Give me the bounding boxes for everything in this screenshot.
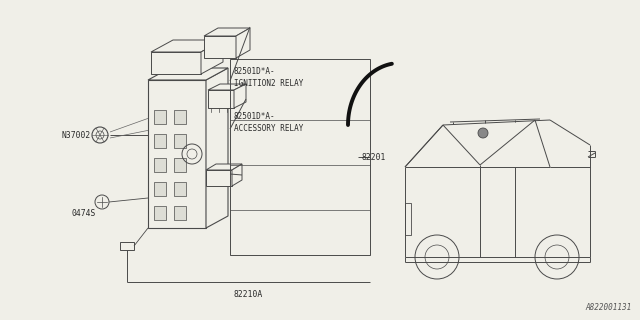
Polygon shape (151, 40, 223, 52)
Bar (204, 36, 236, 58)
Bar (154, 182, 166, 196)
Polygon shape (236, 28, 250, 58)
Text: 82501D*A-: 82501D*A- (234, 67, 276, 76)
Bar (154, 110, 166, 124)
Polygon shape (204, 28, 250, 36)
Bar (174, 206, 186, 220)
Polygon shape (208, 84, 246, 90)
Bar (151, 52, 201, 74)
Text: N37002: N37002 (62, 131, 92, 140)
Text: 82210A: 82210A (234, 290, 262, 299)
Polygon shape (206, 164, 242, 170)
Bar (208, 90, 234, 108)
Polygon shape (234, 84, 246, 108)
Text: A822001131: A822001131 (586, 303, 632, 312)
Bar (174, 134, 186, 148)
Text: 82501D*A-: 82501D*A- (234, 112, 276, 121)
Text: 0474S: 0474S (72, 210, 97, 219)
Bar (154, 206, 166, 220)
Text: 82201: 82201 (362, 153, 387, 162)
Bar (120, 242, 134, 250)
Text: ACCESSORY RELAY: ACCESSORY RELAY (234, 124, 303, 133)
Polygon shape (232, 164, 242, 186)
Bar (206, 170, 232, 186)
Bar (154, 158, 166, 172)
Polygon shape (148, 68, 228, 80)
Bar (174, 110, 186, 124)
Polygon shape (206, 68, 228, 228)
Bar (405, 203, 411, 235)
Text: IGNITION2 RELAY: IGNITION2 RELAY (234, 79, 303, 88)
Bar (174, 158, 186, 172)
Bar (174, 182, 186, 196)
Circle shape (478, 128, 488, 138)
Bar (230, 59, 370, 255)
Bar (154, 134, 166, 148)
Polygon shape (148, 80, 206, 228)
Polygon shape (201, 40, 223, 74)
